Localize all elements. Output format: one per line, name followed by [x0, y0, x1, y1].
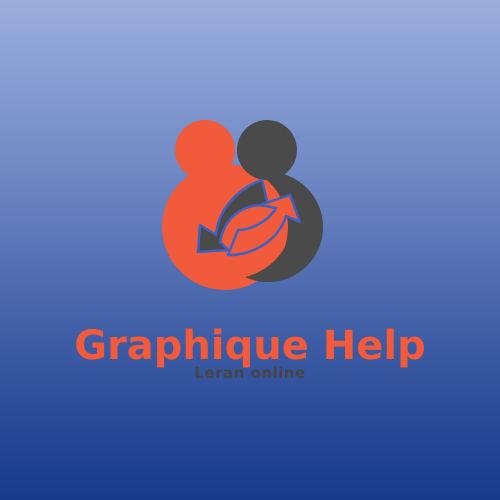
- brand-tagline: Leran online: [194, 364, 306, 382]
- dark-person-head: [237, 120, 297, 180]
- refresh-arrows-icon: [196, 178, 302, 257]
- dark-arrow: [196, 178, 270, 254]
- two-people-refresh-arrows-icon: [162, 120, 323, 290]
- brand-name: Graphique Help: [74, 323, 426, 369]
- orange-person-head: [175, 120, 235, 180]
- orange-arrow: [226, 193, 302, 257]
- dark-person-body-front: [245, 172, 323, 283]
